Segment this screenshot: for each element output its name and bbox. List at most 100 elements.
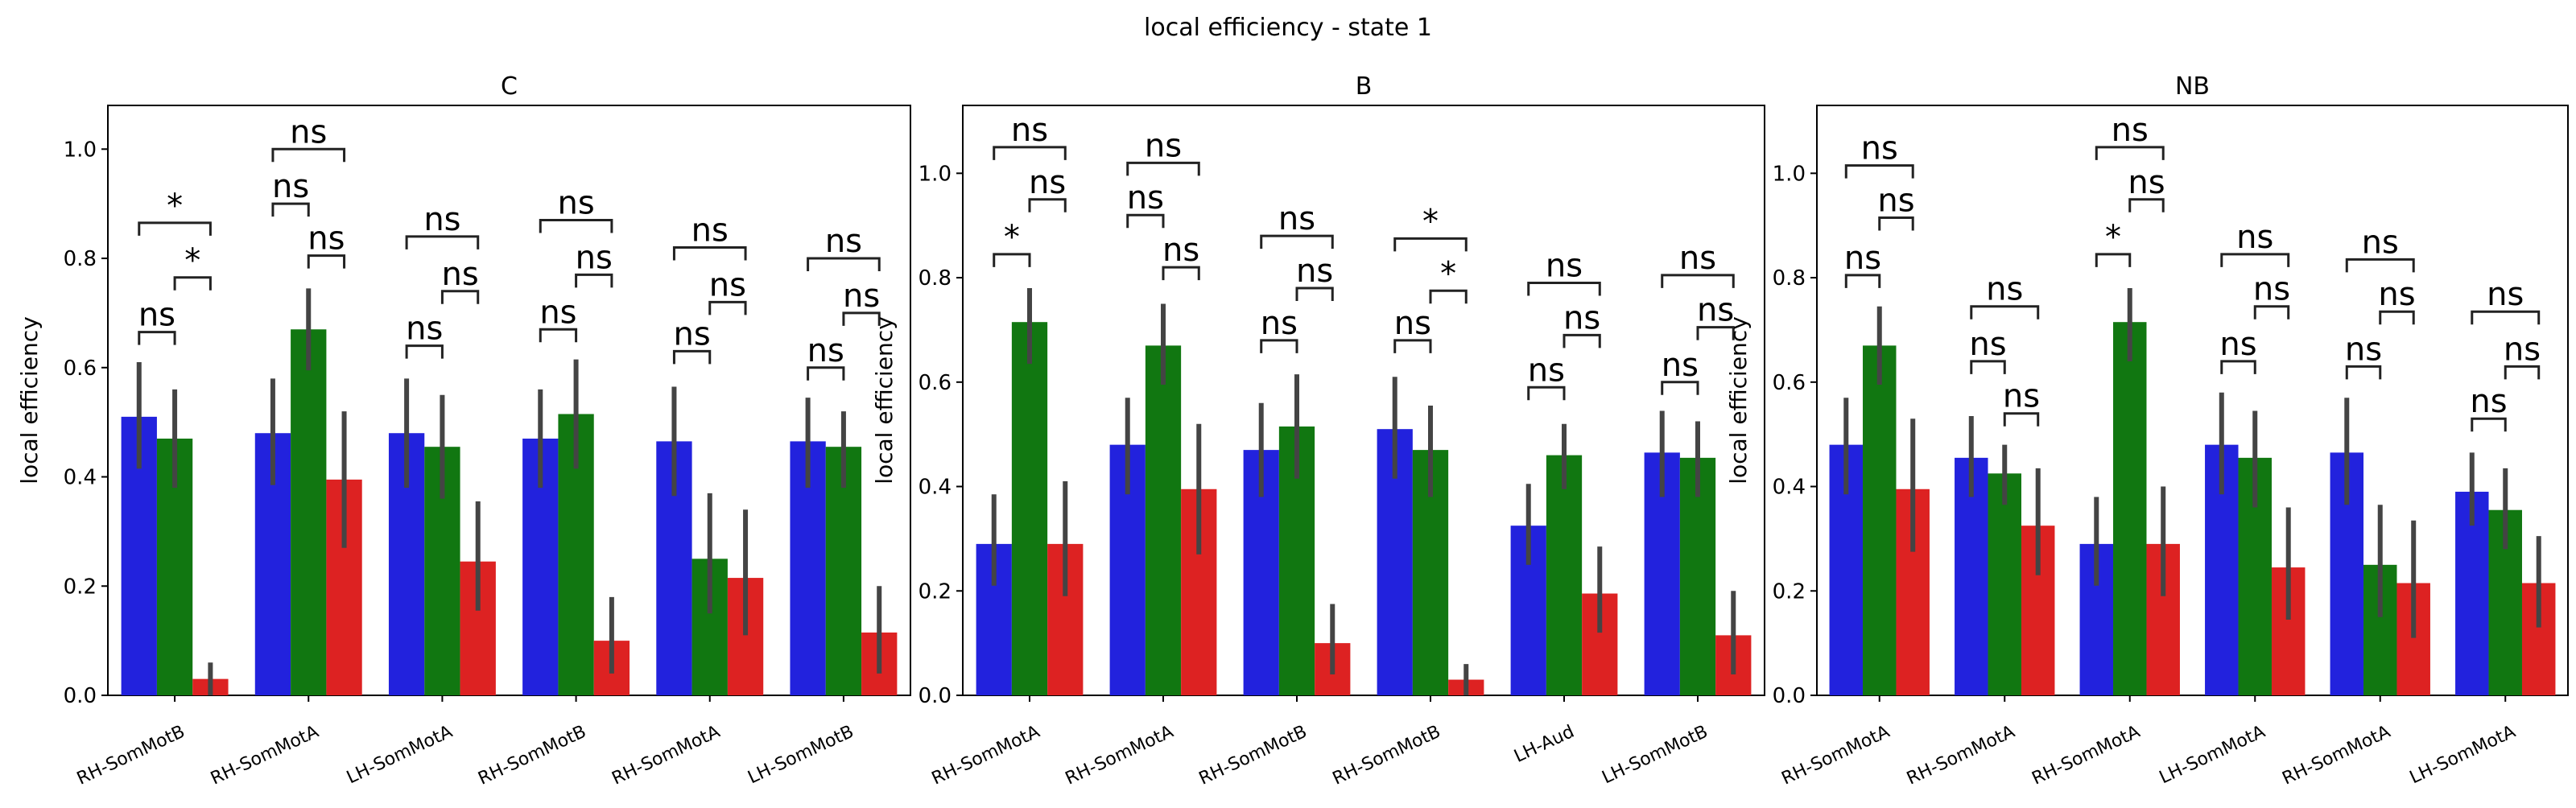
x-tick-label: RH-SomMotA	[2029, 722, 2144, 789]
significance-bracket	[807, 257, 881, 272]
y-tick-label: 1.0	[1773, 162, 1806, 186]
significance-label: ns	[1011, 112, 1048, 149]
significance-bracket	[842, 311, 881, 326]
panel-title: B	[1356, 72, 1373, 101]
x-tick-label: RH-SomMotB	[74, 722, 188, 789]
significance-label: ns	[825, 223, 862, 260]
significance-bracket	[1661, 274, 1735, 288]
significance-label: ns	[539, 294, 576, 331]
bar-green	[1988, 473, 2021, 695]
significance-label: ns	[308, 221, 345, 258]
significance-label: ns	[2345, 331, 2382, 368]
bar-green	[1145, 345, 1182, 695]
significance-bracket	[672, 349, 712, 365]
significance-bracket	[307, 254, 346, 269]
significance-label: ns	[1296, 253, 1333, 290]
significance-label: ns	[423, 201, 460, 238]
significance-label: ns	[1394, 305, 1431, 342]
significance-bracket	[405, 235, 480, 249]
y-tick-label: 0.6	[64, 357, 97, 381]
x-tick-label: RH-SomMotA	[1063, 722, 1177, 789]
significance-bracket	[1527, 282, 1601, 296]
significance-bracket	[1393, 237, 1468, 252]
y-tick-label: 0.2	[1773, 579, 1806, 604]
significance-bracket	[2220, 360, 2256, 374]
y-tick-label: 0.2	[919, 579, 952, 604]
bar-green	[825, 447, 862, 695]
y-tick-label: 0.0	[1773, 684, 1806, 708]
bar-green	[2113, 322, 2147, 695]
significance-bracket	[2003, 412, 2040, 427]
significance-label: ns	[2112, 112, 2149, 149]
significance-bracket	[440, 290, 480, 304]
significance-bracket	[138, 221, 212, 236]
x-tick-label: RH-SomMotA	[609, 722, 724, 789]
significance-label: ns	[2487, 276, 2524, 313]
significance-label: ns	[1546, 248, 1583, 285]
significance-label: ns	[1127, 179, 1164, 216]
significance-bracket	[2345, 365, 2382, 380]
significance-label: ns	[2362, 224, 2399, 261]
significance-bracket	[1295, 287, 1334, 302]
y-axis-label: local efficiency	[871, 316, 898, 484]
y-tick-label: 0.4	[919, 476, 952, 500]
significance-bracket	[1126, 213, 1165, 229]
x-tick-label: RH-SomMotA	[2280, 722, 2394, 789]
significance-bracket	[1126, 161, 1200, 176]
significance-label: ns	[673, 315, 710, 352]
significance-label: ns	[2003, 378, 2040, 415]
significance-bracket	[2345, 258, 2415, 273]
significance-bracket	[575, 273, 613, 288]
significance-bracket	[993, 146, 1067, 160]
significance-bracket	[271, 202, 310, 217]
significance-bracket	[2253, 305, 2290, 319]
y-axis-label: local efficiency	[16, 316, 43, 484]
significance-bracket	[2471, 310, 2541, 325]
significance-label: *	[1004, 219, 1020, 256]
significance-label: ns	[2470, 383, 2507, 420]
significance-label: ns	[272, 168, 309, 205]
bar-green	[1863, 345, 1897, 695]
significance-label: ns	[1679, 240, 1716, 277]
significance-bracket	[1429, 289, 1468, 304]
significance-label: ns	[1162, 232, 1199, 269]
significance-bracket	[2471, 417, 2507, 432]
x-tick-label: LH-SomMotA	[2407, 722, 2519, 789]
significance-bracket	[539, 328, 578, 343]
significance-bracket	[708, 300, 747, 315]
panel-nb: NB local efficiency 0.0 0.2 0.4 0.6 0.8 1.0 RH-S…	[1725, 72, 2569, 789]
y-tick-label: 0.2	[64, 575, 97, 599]
significance-label: *	[1422, 203, 1439, 240]
significance-label: ns	[1528, 352, 1565, 389]
significance-bracket	[271, 147, 346, 163]
significance-label: ns	[1861, 130, 1898, 167]
significance-bracket	[1970, 360, 2006, 374]
significance-label: ns	[1278, 200, 1315, 237]
significance-label: ns	[1145, 127, 1182, 164]
significance-label: ns	[557, 185, 594, 222]
significance-label: *	[167, 188, 183, 225]
x-tick-label: RH-SomMotA	[208, 722, 322, 789]
bar-green	[291, 329, 327, 695]
plot-frame	[107, 105, 911, 696]
y-tick-label: 0.4	[1773, 476, 1806, 500]
significance-bracket	[1696, 326, 1735, 340]
y-tick-label: 0.6	[919, 371, 952, 395]
x-tick-label: RH-SomMotA	[1904, 722, 2018, 789]
plot-frame	[1816, 105, 2569, 696]
x-tick-label: LH-SomMotA	[2157, 722, 2268, 789]
bar-green	[1546, 455, 1583, 695]
significance-bracket	[1162, 266, 1200, 281]
y-tick-label: 1.0	[919, 162, 952, 186]
x-tick-label: LH-SomMotB	[745, 722, 857, 789]
x-tick-label: RH-SomMotB	[475, 722, 589, 789]
significance-bracket	[2095, 253, 2132, 267]
x-tick-label: RH-SomMotB	[1330, 722, 1444, 789]
bar-blue	[1955, 457, 1988, 695]
significance-bracket	[1260, 234, 1334, 249]
x-tick-label: LH-SomMotB	[1599, 722, 1711, 789]
y-tick-label: 0.6	[1773, 371, 1806, 395]
significance-label: ns	[2378, 276, 2415, 313]
